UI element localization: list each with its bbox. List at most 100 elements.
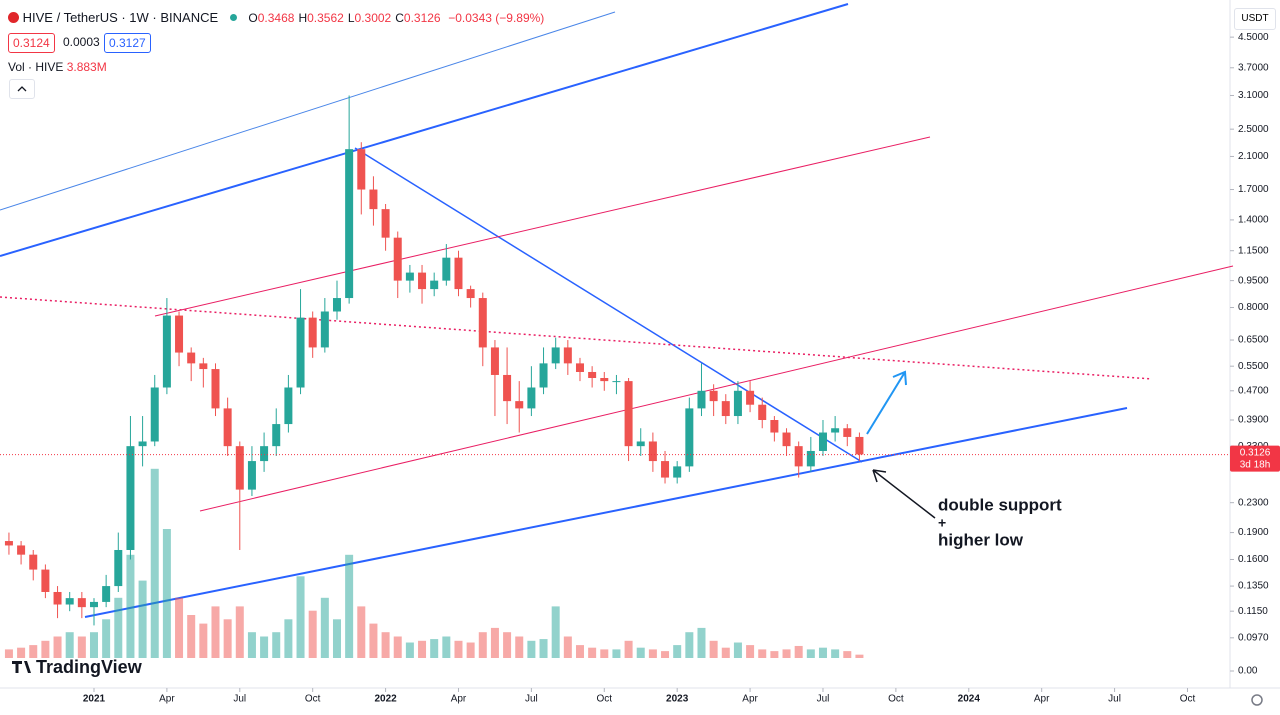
trend-line <box>0 11 616 211</box>
candle-body <box>320 311 329 348</box>
trend-line <box>0 3 849 257</box>
volume-bar <box>17 647 26 658</box>
y-tick-label: 0.1900 <box>1238 527 1269 538</box>
ohlc-value: 0.3562 <box>307 11 344 25</box>
volume-bar <box>794 645 803 658</box>
spread: 0.0003 <box>63 35 100 49</box>
currency-button[interactable]: USDT <box>1234 8 1276 30</box>
volume-bar <box>175 597 184 658</box>
x-tick-label: Jul <box>525 694 538 705</box>
volume-bar <box>65 632 74 658</box>
volume-bar <box>53 636 62 658</box>
volume-bar <box>454 640 463 658</box>
candle-body <box>648 441 657 462</box>
volume-bar <box>442 636 451 658</box>
candle-body <box>430 280 439 290</box>
candle-body <box>442 257 451 281</box>
volume-bar <box>661 651 670 658</box>
candle-body <box>284 387 293 425</box>
arrow-pointer <box>872 469 936 519</box>
volume-bar <box>636 647 645 658</box>
volume-bar <box>89 632 98 658</box>
x-tick-label: Oct <box>888 694 904 705</box>
y-tick-label: 4.5000 <box>1238 32 1269 43</box>
candle-body <box>418 272 427 290</box>
candle-body <box>369 189 378 210</box>
candle-body <box>673 466 682 478</box>
volume-bar <box>733 642 742 658</box>
volume-bar <box>284 619 293 658</box>
x-tick-label: 2023 <box>666 694 689 705</box>
y-tick-label: 1.7000 <box>1238 184 1269 195</box>
annotation: + <box>938 515 946 531</box>
x-tick-label: Apr <box>159 694 175 705</box>
candle-body <box>770 420 779 433</box>
annotation: higher low <box>938 530 1024 549</box>
ohlc-label: H <box>298 11 308 25</box>
ohlc-label: C <box>395 11 404 25</box>
x-tick-label: Jul <box>817 694 830 705</box>
volume-bar <box>758 649 767 658</box>
candle-body <box>53 591 62 605</box>
candle-body <box>612 381 621 383</box>
x-tick-label: Apr <box>742 694 758 705</box>
logo: TradingView <box>12 657 143 677</box>
volume-bar <box>272 632 281 658</box>
candle-body <box>138 441 147 447</box>
volume-bar <box>418 640 427 658</box>
candle-body <box>721 401 730 417</box>
volume-bar <box>235 606 244 658</box>
volume-bar <box>624 640 633 658</box>
volume-bar <box>721 647 730 658</box>
volume-bar <box>320 597 329 658</box>
candle-body <box>503 374 512 402</box>
collapse-button[interactable] <box>9 79 35 99</box>
volume-bar <box>357 606 366 658</box>
candle-body <box>539 363 548 388</box>
volume-bar <box>211 606 220 658</box>
candle-body <box>223 408 232 447</box>
volume-bar <box>600 649 609 658</box>
y-tick-label: 0.1350 <box>1238 581 1269 592</box>
currency: USDT <box>1241 13 1269 24</box>
volume-bar <box>588 647 597 658</box>
ask[interactable]: 0.3127 <box>104 33 151 53</box>
y-tick-label: 1.4000 <box>1238 215 1269 226</box>
candle-body <box>661 461 670 478</box>
candle-body <box>709 390 718 402</box>
y-tick-label: 0.3900 <box>1238 415 1269 426</box>
candle-body <box>855 436 864 455</box>
candle-body <box>175 315 184 353</box>
bid[interactable]: 0.3124 <box>8 33 55 53</box>
volume-bar <box>551 606 560 658</box>
logo-text: TradingView <box>36 657 143 677</box>
candle-body <box>29 554 38 570</box>
change: −0.0343 (−9.89%) <box>448 11 545 25</box>
candle-body <box>162 315 171 388</box>
y-tick-label: 0.0970 <box>1238 632 1269 643</box>
volume-bar <box>102 619 111 658</box>
volume-bar <box>126 554 135 658</box>
volume-bar <box>575 645 584 658</box>
volume-bar <box>405 642 414 658</box>
candle-body <box>272 424 281 447</box>
candle-body <box>308 317 317 348</box>
volume-bar <box>260 636 269 658</box>
candle-body <box>260 446 269 462</box>
volume-bar <box>855 654 864 658</box>
countdown: 3d 18h <box>1240 459 1271 470</box>
ohlc-value: 0.3126 <box>403 11 441 25</box>
last-price-label: 0.3126 <box>1240 447 1271 458</box>
y-tick-label: 0.9500 <box>1238 275 1269 286</box>
y-tick-label: 0.2300 <box>1238 497 1269 508</box>
settings-icon[interactable] <box>1251 694 1263 706</box>
candle-body <box>515 401 524 409</box>
candle-body <box>466 289 475 299</box>
candle-body <box>296 317 305 388</box>
candle-body <box>818 432 827 451</box>
candles <box>4 95 864 658</box>
candle-body <box>17 545 26 555</box>
logo-icon <box>12 661 31 673</box>
status-dot <box>229 14 237 21</box>
x-tick-label: 2024 <box>958 694 981 705</box>
